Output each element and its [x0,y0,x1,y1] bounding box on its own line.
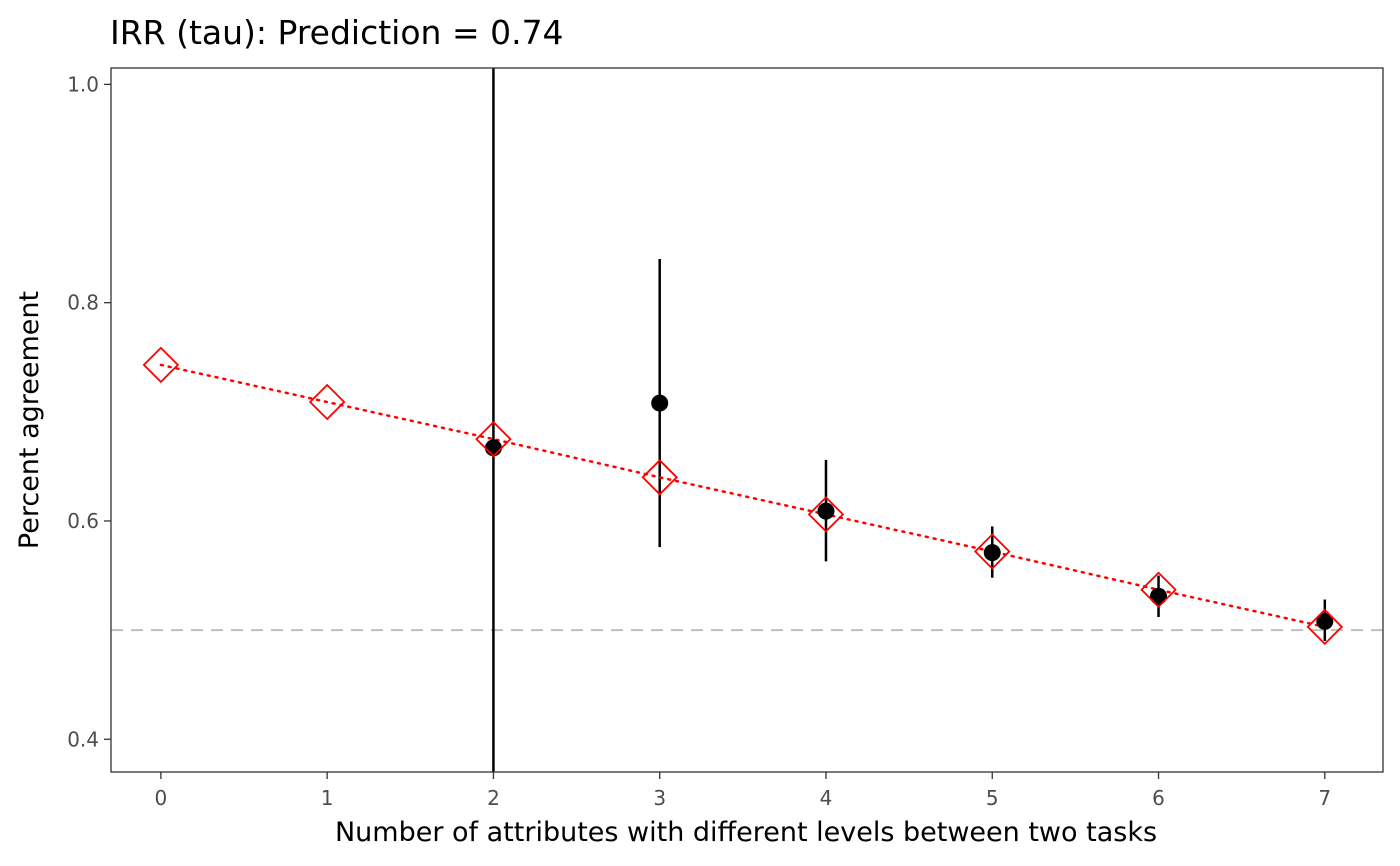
prediction-line [159,363,1327,629]
predicted-point [475,420,512,458]
predicted-point [308,383,346,421]
y-tick-label: 0.4 [67,727,99,751]
x-tick-label: 0 [155,786,168,810]
x-axis-title: Number of attributes with different leve… [335,817,1157,848]
observed-point [1150,587,1168,605]
predicted-point [807,496,845,533]
x-tick-label: 6 [1152,786,1165,810]
plot-content [111,68,1383,772]
observed-point [817,502,835,520]
y-tick-label: 1.0 [67,72,99,96]
predicted-point [973,533,1011,570]
panel-border [110,67,1384,773]
chart-title: IRR (tau): Prediction = 0.74 [110,13,564,52]
x-tick-label: 4 [820,786,833,810]
predicted-point [641,459,678,496]
x-tick-label: 1 [321,786,334,810]
plot-area: 0.4 0.6 0.8 1.0 0 1 2 3 4 5 6 7 [67,67,1384,810]
predicted-point [142,346,180,384]
y-tick-label: 0.6 [67,509,99,533]
predicted-point [1306,608,1344,646]
observed-point [1316,612,1334,630]
observed-point [484,439,502,457]
x-tick-label: 5 [986,786,999,810]
x-tick-label: 7 [1318,786,1331,810]
observed-point [651,394,669,412]
predicted-point [1140,571,1177,608]
y-tick-label: 0.8 [67,291,99,315]
y-axis-title: Percent agreement [14,291,45,549]
x-tick-label: 2 [487,786,500,810]
x-tick-label: 3 [653,786,666,810]
observed-point [983,544,1001,562]
